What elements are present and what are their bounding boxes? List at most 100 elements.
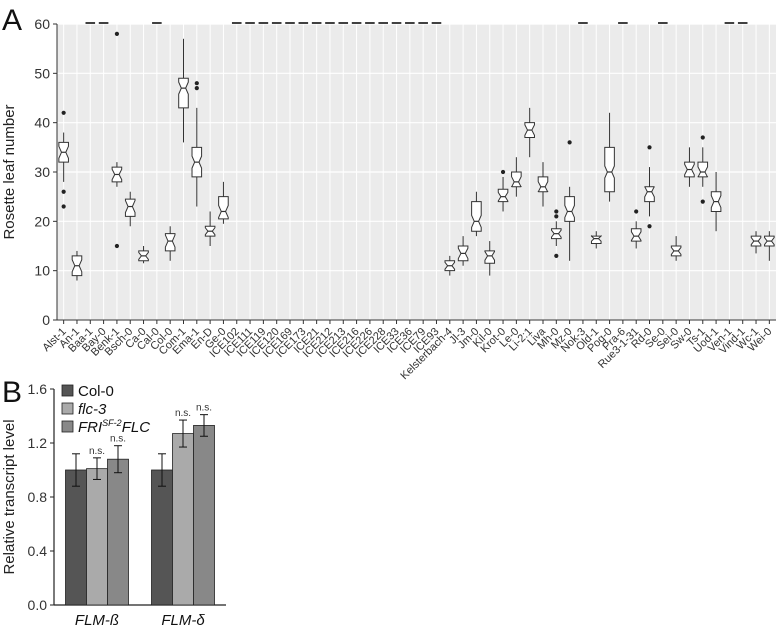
outlier-point [554, 253, 559, 258]
bar-rect [193, 425, 215, 606]
legend-label: FRISF-2FLC [78, 418, 150, 436]
outlier-point [647, 145, 652, 150]
y-tick-label: 0.4 [28, 543, 48, 559]
panel-a-x-tick-labels: Alst-1An-1Baa-1Bay-0Benk-1Bsch-0Ca-0Cal-… [40, 320, 774, 382]
boxplot-an-1 [71, 250, 83, 281]
panel-b-y-axis-label: Relative transcript level [1, 419, 18, 574]
boxplot-mh-0 [551, 209, 562, 258]
boxplot-kelsterbach-4 [444, 255, 456, 276]
panel-b-bars: n.s. n.s. FLM-ß n.s. n.s. FLM-δ [65, 403, 215, 629]
outlier-point [700, 135, 705, 140]
boxplot-liva [537, 162, 549, 207]
boxplot-li-2:1 [524, 107, 535, 158]
y-tick-label: 0.0 [28, 597, 48, 613]
bar-col-0-1 [151, 453, 173, 606]
outlier-point [194, 81, 199, 86]
boxplot-ema-1 [191, 81, 203, 207]
notched-box [564, 196, 575, 222]
boxplot-rd-0 [644, 145, 655, 229]
boxplot-wc-1 [750, 231, 762, 254]
bar-fri-0: n.s. [107, 434, 129, 606]
outlier-point [114, 243, 120, 249]
legend-item-1: flc-3 [61, 401, 107, 418]
boxplot-ts-1 [697, 135, 709, 204]
notched-box [471, 201, 482, 232]
legend-label: flc-3 [78, 401, 107, 418]
outlier-point [61, 110, 66, 115]
boxplot-krot-0 [497, 169, 509, 212]
y-tick-label: 1.6 [28, 381, 48, 397]
boxplot-jl-3 [457, 236, 469, 266]
notched-box [218, 196, 229, 220]
legend-label: Col-0 [78, 383, 114, 400]
bar-col-0-0 [65, 453, 87, 606]
boxplot-bsch-0 [124, 191, 136, 227]
bar-rect [86, 468, 108, 606]
boxplot-ca-0 [138, 246, 149, 264]
category-label: FLM-ß [75, 612, 119, 629]
outlier-point [114, 31, 120, 36]
legend-item-0: Col-0 [61, 383, 114, 400]
boxplot-rue3-1-31 [630, 209, 642, 249]
boxplot-uod-1 [710, 172, 722, 232]
legend-swatch [61, 384, 74, 397]
outlier-point [567, 140, 572, 145]
boxplot-benk-1 [111, 31, 123, 249]
boxplot-com-1 [178, 38, 189, 143]
boxplot-alst-1 [58, 110, 69, 209]
boxplot-old-1 [590, 231, 602, 249]
boxplot-ge-0 [218, 181, 229, 224]
notched-box [484, 250, 496, 264]
boxplot-mz-0 [564, 140, 575, 261]
boxplot-pog-0 [604, 112, 615, 202]
bar-flc-3-0: n.s. [86, 446, 108, 606]
y-tick-label: 0.8 [28, 489, 48, 505]
y-tick-label: 10 [34, 263, 50, 279]
boxplot-sei-0 [670, 236, 682, 261]
panel-a-boxplots [58, 22, 775, 281]
y-tick-label: 1.2 [28, 435, 48, 451]
y-tick-label: 60 [34, 16, 50, 32]
boxplot-jm-0 [471, 191, 482, 237]
legend-item-2: FRISF-2FLC [61, 418, 150, 436]
notched-box [590, 234, 602, 245]
notched-box [604, 146, 615, 193]
notched-box [497, 188, 509, 203]
outlier-point [61, 189, 66, 194]
legend-swatch [61, 402, 74, 415]
outlier-point [647, 224, 652, 229]
bar-flc-3-1: n.s. [172, 408, 194, 606]
panel-a-gridlines [57, 23, 776, 321]
outlier-point [500, 169, 506, 175]
notched-box [537, 176, 549, 193]
notched-box [630, 228, 642, 242]
bar-fri-1: n.s. [193, 403, 215, 606]
bar-rect [65, 469, 87, 606]
significance-label: n.s. [196, 403, 212, 414]
notched-box [124, 198, 136, 217]
panel-a-letter: A [2, 4, 22, 37]
notched-box [644, 186, 655, 203]
outlier-point [194, 86, 199, 91]
significance-label: n.s. [89, 446, 105, 457]
outlier-point [61, 204, 66, 209]
y-tick-label: 20 [34, 213, 50, 229]
notched-box [697, 161, 709, 178]
panel-a-y-ticks: 0 10 20 30 40 50 60 [34, 16, 776, 328]
notched-box [511, 171, 522, 188]
significance-label: n.s. [175, 408, 191, 419]
panel-b-letter: B [2, 376, 22, 409]
boxplot-col-0 [164, 226, 176, 261]
panel-a-y-axis-label: Rosette leaf number [1, 104, 18, 239]
significance-label: n.s. [110, 434, 126, 445]
bar-rect [172, 433, 194, 606]
notched-box [178, 77, 189, 109]
boxplot-le-0 [511, 157, 522, 197]
boxplot-wei-0 [764, 231, 775, 261]
boxplot-en-d [204, 211, 216, 246]
outlier-point [634, 209, 639, 214]
boxplot-sw-0 [684, 147, 695, 187]
outlier-point [554, 214, 559, 219]
